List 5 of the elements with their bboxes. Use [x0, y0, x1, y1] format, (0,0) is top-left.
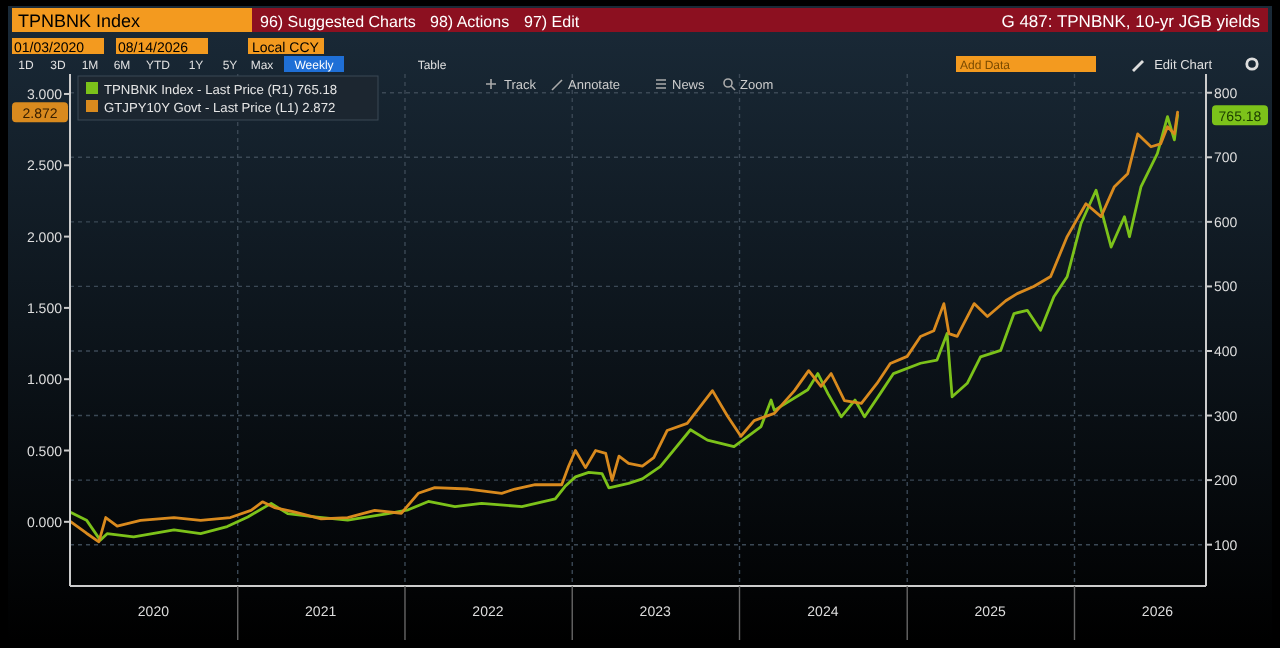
- text: 98) Actions: [430, 13, 510, 31]
- text: 96) Suggested Charts: [260, 13, 416, 31]
- text: 97) Edit: [524, 13, 581, 31]
- chart-subtitle: G 487: TPNBNK, 10-yr JGB yields: [1001, 11, 1260, 31]
- chart-title: TPNBNK Index: [18, 11, 142, 31]
